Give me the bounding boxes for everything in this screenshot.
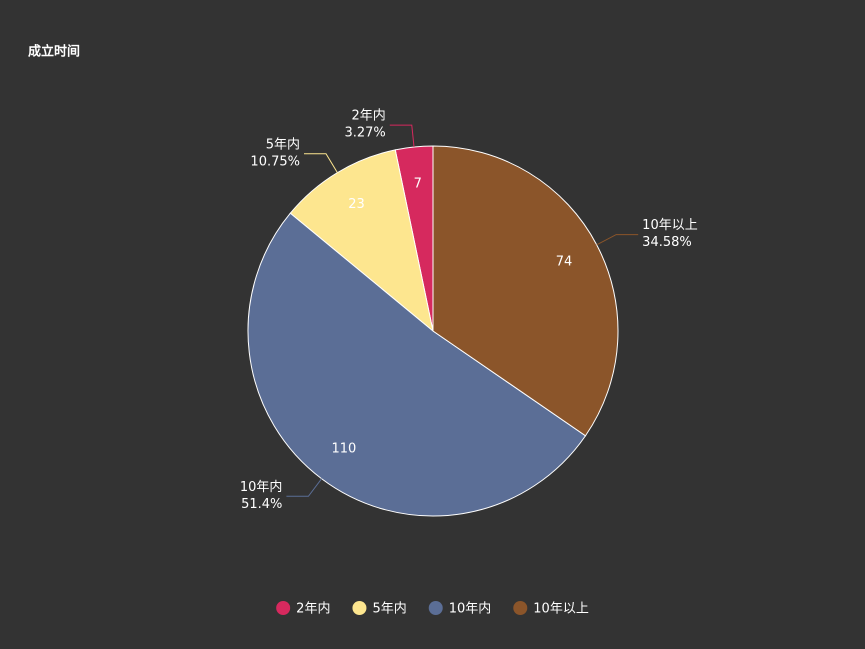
- legend-marker: [352, 601, 367, 615]
- leader-line: [596, 234, 639, 246]
- legend-label: 5年内: [372, 601, 406, 617]
- slice-name-label: 10年内: [240, 479, 283, 495]
- pie-slice: [289, 149, 434, 333]
- slice-value-label: 7: [414, 176, 422, 191]
- legend-marker: [428, 601, 443, 615]
- slice-percent-label: 34.58%: [642, 235, 692, 250]
- legend-label: 10年内: [449, 601, 492, 617]
- legend-label: 2年内: [296, 601, 330, 617]
- slice-percent-label: 10.75%: [250, 154, 300, 169]
- leader-line: [389, 124, 415, 148]
- legend-label: 10年以上: [533, 602, 589, 617]
- legend-marker: [513, 601, 528, 615]
- slice-name-label: 5年内: [266, 136, 300, 152]
- slice-percent-label: 51.4%: [241, 497, 282, 512]
- pie-slice: [247, 212, 587, 517]
- slice-value-label: 74: [556, 255, 573, 270]
- slice-value-label: 110: [331, 442, 356, 457]
- slice-name-label: 10年以上: [642, 218, 698, 233]
- legend-marker: [276, 601, 291, 615]
- slice-percent-label: 3.27%: [344, 126, 385, 141]
- slice-value-label: 23: [348, 197, 365, 212]
- chart-title: 成立时间: [28, 44, 80, 60]
- leader-line: [286, 478, 323, 497]
- leader-line: [304, 153, 338, 173]
- slice-name-label: 2年内: [351, 108, 385, 124]
